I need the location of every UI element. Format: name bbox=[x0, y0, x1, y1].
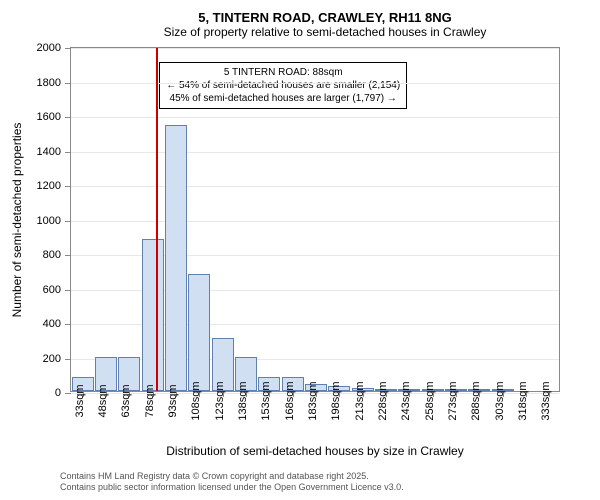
x-tick-label: 288sqm bbox=[470, 381, 482, 420]
y-tick bbox=[65, 324, 71, 325]
y-tick-label: 1800 bbox=[21, 77, 61, 89]
chart-title-main: 5, TINTERN ROAD, CRAWLEY, RH11 8NG bbox=[60, 10, 590, 25]
x-tick-label: 258sqm bbox=[424, 381, 436, 420]
y-tick-label: 0 bbox=[21, 387, 61, 399]
footer-line1: Contains HM Land Registry data © Crown c… bbox=[60, 471, 404, 483]
y-tick-label: 1000 bbox=[21, 215, 61, 227]
x-tick-label: 228sqm bbox=[377, 381, 389, 420]
x-tick-label: 213sqm bbox=[354, 381, 366, 420]
annotation-line2: ← 54% of semi-detached houses are smalle… bbox=[166, 79, 400, 92]
grid-line bbox=[71, 221, 559, 222]
x-tick-label: 78sqm bbox=[144, 384, 156, 417]
y-tick bbox=[65, 83, 71, 84]
histogram-bar bbox=[165, 125, 187, 391]
annotation-line3: 45% of semi-detached houses are larger (… bbox=[166, 92, 400, 105]
x-tick-label: 303sqm bbox=[494, 381, 506, 420]
y-tick-label: 1400 bbox=[21, 146, 61, 158]
x-tick-label: 93sqm bbox=[167, 384, 179, 417]
chart-container: 5, TINTERN ROAD, CRAWLEY, RH11 8NG Size … bbox=[60, 10, 590, 430]
x-tick-label: 108sqm bbox=[190, 381, 202, 420]
histogram-bar bbox=[188, 274, 210, 391]
x-axis-title: Distribution of semi-detached houses by … bbox=[70, 444, 560, 458]
x-tick-label: 48sqm bbox=[97, 384, 109, 417]
y-tick bbox=[65, 117, 71, 118]
y-tick-label: 400 bbox=[21, 318, 61, 330]
grid-line bbox=[71, 48, 559, 49]
y-tick-label: 800 bbox=[21, 249, 61, 261]
footer-line2: Contains public sector information licen… bbox=[60, 482, 404, 494]
y-tick-label: 200 bbox=[21, 353, 61, 365]
reference-line bbox=[156, 48, 158, 391]
annotation-line1: 5 TINTERN ROAD: 88sqm bbox=[166, 66, 400, 79]
x-tick-label: 333sqm bbox=[540, 381, 552, 420]
y-tick bbox=[65, 255, 71, 256]
y-tick-label: 1600 bbox=[21, 111, 61, 123]
grid-line bbox=[71, 117, 559, 118]
footer: Contains HM Land Registry data © Crown c… bbox=[60, 471, 404, 494]
x-tick-label: 123sqm bbox=[214, 381, 226, 420]
histogram-bar bbox=[142, 239, 164, 391]
x-tick-label: 273sqm bbox=[447, 381, 459, 420]
y-tick bbox=[65, 48, 71, 49]
grid-line bbox=[71, 186, 559, 187]
plot-area: 5 TINTERN ROAD: 88sqm ← 54% of semi-deta… bbox=[70, 47, 560, 392]
x-tick-label: 138sqm bbox=[237, 381, 249, 420]
x-tick-label: 198sqm bbox=[330, 381, 342, 420]
x-tick-label: 168sqm bbox=[284, 381, 296, 420]
y-tick-label: 1200 bbox=[21, 180, 61, 192]
grid-line bbox=[71, 83, 559, 84]
y-tick bbox=[65, 221, 71, 222]
y-tick bbox=[65, 186, 71, 187]
x-tick-label: 153sqm bbox=[260, 381, 272, 420]
y-tick-label: 600 bbox=[21, 284, 61, 296]
y-tick bbox=[65, 152, 71, 153]
x-tick-label: 63sqm bbox=[120, 384, 132, 417]
y-tick bbox=[65, 359, 71, 360]
y-tick-label: 2000 bbox=[21, 42, 61, 54]
x-tick-label: 318sqm bbox=[517, 381, 529, 420]
y-tick bbox=[65, 290, 71, 291]
x-tick-label: 183sqm bbox=[307, 381, 319, 420]
x-tick-label: 243sqm bbox=[400, 381, 412, 420]
y-tick bbox=[65, 393, 71, 394]
annotation-box: 5 TINTERN ROAD: 88sqm ← 54% of semi-deta… bbox=[159, 62, 407, 109]
chart-title-sub: Size of property relative to semi-detach… bbox=[60, 25, 590, 39]
grid-line bbox=[71, 152, 559, 153]
x-tick-label: 33sqm bbox=[74, 384, 86, 417]
